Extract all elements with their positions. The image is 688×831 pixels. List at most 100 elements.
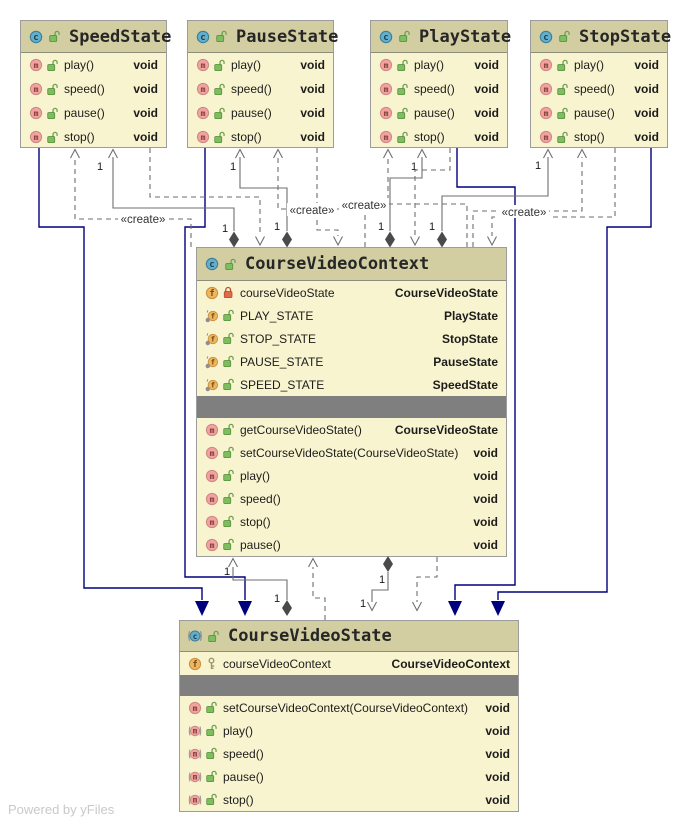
create-edge-context-pausestate[interactable]: «create» (273, 148, 366, 248)
public-lock-icon (214, 131, 225, 144)
edge-line[interactable] (277, 157, 366, 247)
method-row[interactable]: play() void (21, 53, 166, 77)
method-row[interactable]: pause() void (21, 101, 166, 125)
edge-line[interactable] (387, 157, 468, 247)
class-box-playstate[interactable]: PlayState play() void speed() void pause… (370, 20, 511, 149)
aggregation-edge-state-context[interactable]: 1 1 (224, 557, 292, 617)
method-row[interactable]: stop() void (21, 125, 166, 149)
edge-line[interactable] (472, 157, 583, 247)
method-row[interactable]: pause() void (180, 765, 518, 788)
static-field-icon (205, 355, 219, 369)
method-row[interactable]: pause() void (197, 533, 506, 556)
class-box-coursevideocontext[interactable]: CourseVideoContext courseVideoState Cour… (196, 247, 507, 557)
method-row[interactable]: stop() void (180, 788, 518, 811)
class-title: CourseVideoContext (245, 254, 430, 274)
method-row[interactable]: speed() void (180, 742, 518, 765)
edge-line[interactable] (491, 148, 616, 236)
field-row[interactable]: PLAY_STATE PlayState (197, 304, 506, 327)
create-edge-context-playstate[interactable]: «create» (339, 148, 468, 248)
create-edge-context-speedstate[interactable]: «create» (70, 148, 192, 248)
method-row[interactable]: pause() void (371, 101, 507, 125)
inheritance-edge-speedstate-coursevideostate[interactable] (38, 148, 209, 616)
class-header-stopstate[interactable]: StopState (531, 21, 671, 53)
field-row[interactable]: SPEED_STATE SpeedState (197, 373, 506, 396)
dependency-edge-state-context[interactable] (308, 557, 326, 621)
edge-line[interactable] (441, 157, 549, 231)
method-row[interactable]: setCourseVideoContext(CourseVideoContext… (180, 696, 518, 719)
public-lock-icon (397, 107, 408, 120)
aggregation-diamond (385, 231, 395, 248)
edge-line[interactable] (112, 157, 235, 231)
method-row[interactable]: pause() void (531, 101, 667, 125)
method-row[interactable]: stop() void (371, 125, 507, 149)
aggregation-edge-context-pausestate[interactable]: 1 1 (230, 148, 292, 248)
return-type: void (133, 82, 158, 96)
field-type: SpeedState (432, 377, 498, 392)
class-header-coursevideostate[interactable]: CourseVideoState (180, 621, 518, 652)
field-row[interactable]: courseVideoContext CourseVideoContext (180, 652, 518, 675)
method-icon (196, 130, 210, 144)
method-row[interactable]: speed() void (188, 77, 333, 101)
method-icon (29, 58, 43, 72)
edge-line[interactable] (38, 148, 203, 600)
method-row[interactable]: pause() void (188, 101, 333, 125)
edge-line[interactable] (416, 557, 438, 602)
method-row[interactable]: play() void (197, 464, 506, 487)
open-arrowhead (412, 601, 422, 612)
edge-line[interactable] (312, 567, 326, 620)
field-row[interactable]: STOP_STATE StopState (197, 327, 506, 350)
aggregation-edge-context-speedstate[interactable]: 1 1 (97, 148, 239, 248)
method-row[interactable]: setCourseVideoState(CourseVideoState) vo… (197, 441, 506, 464)
class-box-speedstate[interactable]: SpeedState play() void speed() void paus… (20, 20, 171, 149)
edge-line[interactable] (239, 157, 288, 231)
method-name: getCourseVideoState() (240, 422, 362, 437)
field-row[interactable]: courseVideoState CourseVideoState (197, 281, 506, 304)
method-name: play() (231, 58, 262, 72)
class-box-stopstate[interactable]: StopState play() void speed() void pause… (530, 20, 671, 149)
aggregation-edge-context-state[interactable]: 1 1 (360, 556, 393, 612)
method-row[interactable]: play() void (371, 53, 507, 77)
method-row[interactable]: play() void (180, 719, 518, 742)
class-header-coursevideocontext[interactable]: CourseVideoContext (197, 248, 506, 281)
field-row[interactable]: PAUSE_STATE PauseState (197, 350, 506, 373)
method-row[interactable]: getCourseVideoState() CourseVideoState (197, 418, 506, 441)
edge-line[interactable] (316, 148, 339, 236)
edge-line[interactable] (232, 567, 288, 600)
class-header-playstate[interactable]: PlayState (371, 21, 511, 53)
dependency-edge-pausestate-context[interactable] (316, 148, 343, 247)
method-row[interactable]: play() void (188, 53, 333, 77)
label-background (287, 203, 337, 216)
inheritance-edge-stopstate-coursevideostate[interactable] (491, 148, 652, 616)
class-header-speedstate[interactable]: SpeedState (21, 21, 171, 53)
method-row[interactable]: speed() void (531, 77, 667, 101)
edge-line[interactable] (389, 157, 423, 231)
aggregation-edge-context-playstate[interactable]: 1 1 (378, 148, 427, 248)
method-icon (196, 82, 210, 96)
edge-line[interactable] (74, 157, 192, 247)
method-row[interactable]: stop() void (197, 510, 506, 533)
dependency-edge-context-state[interactable] (412, 557, 438, 612)
method-name: play() (240, 468, 271, 483)
method-row[interactable]: speed() void (371, 77, 507, 101)
class-header-pausestate[interactable]: PauseState (188, 21, 338, 53)
edge-line[interactable] (371, 572, 389, 602)
edge-line[interactable] (414, 148, 451, 236)
edge-line[interactable] (149, 148, 261, 236)
label-background (339, 198, 389, 211)
create-edge-context-stopstate[interactable]: «create» (472, 148, 587, 248)
method-row[interactable]: play() void (531, 53, 667, 77)
edge-line[interactable] (497, 148, 652, 600)
class-box-pausestate[interactable]: PauseState play() void speed() void paus… (187, 20, 338, 149)
public-lock-icon (397, 131, 408, 144)
method-row[interactable]: stop() void (188, 125, 333, 149)
method-row[interactable]: speed() void (21, 77, 166, 101)
dependency-edge-stopstate-context[interactable] (487, 148, 616, 247)
method-row[interactable]: stop() void (531, 125, 667, 149)
class-box-coursevideostate[interactable]: CourseVideoState courseVideoContext Cour… (179, 620, 519, 812)
dependency-edge-playstate-context[interactable] (410, 148, 451, 247)
method-row[interactable]: speed() void (197, 487, 506, 510)
return-type: void (485, 769, 510, 784)
dependency-edge-speedstate-context[interactable] (149, 148, 265, 247)
aggregation-edge-context-stopstate[interactable]: 1 1 (429, 148, 553, 248)
return-type: void (485, 700, 510, 715)
